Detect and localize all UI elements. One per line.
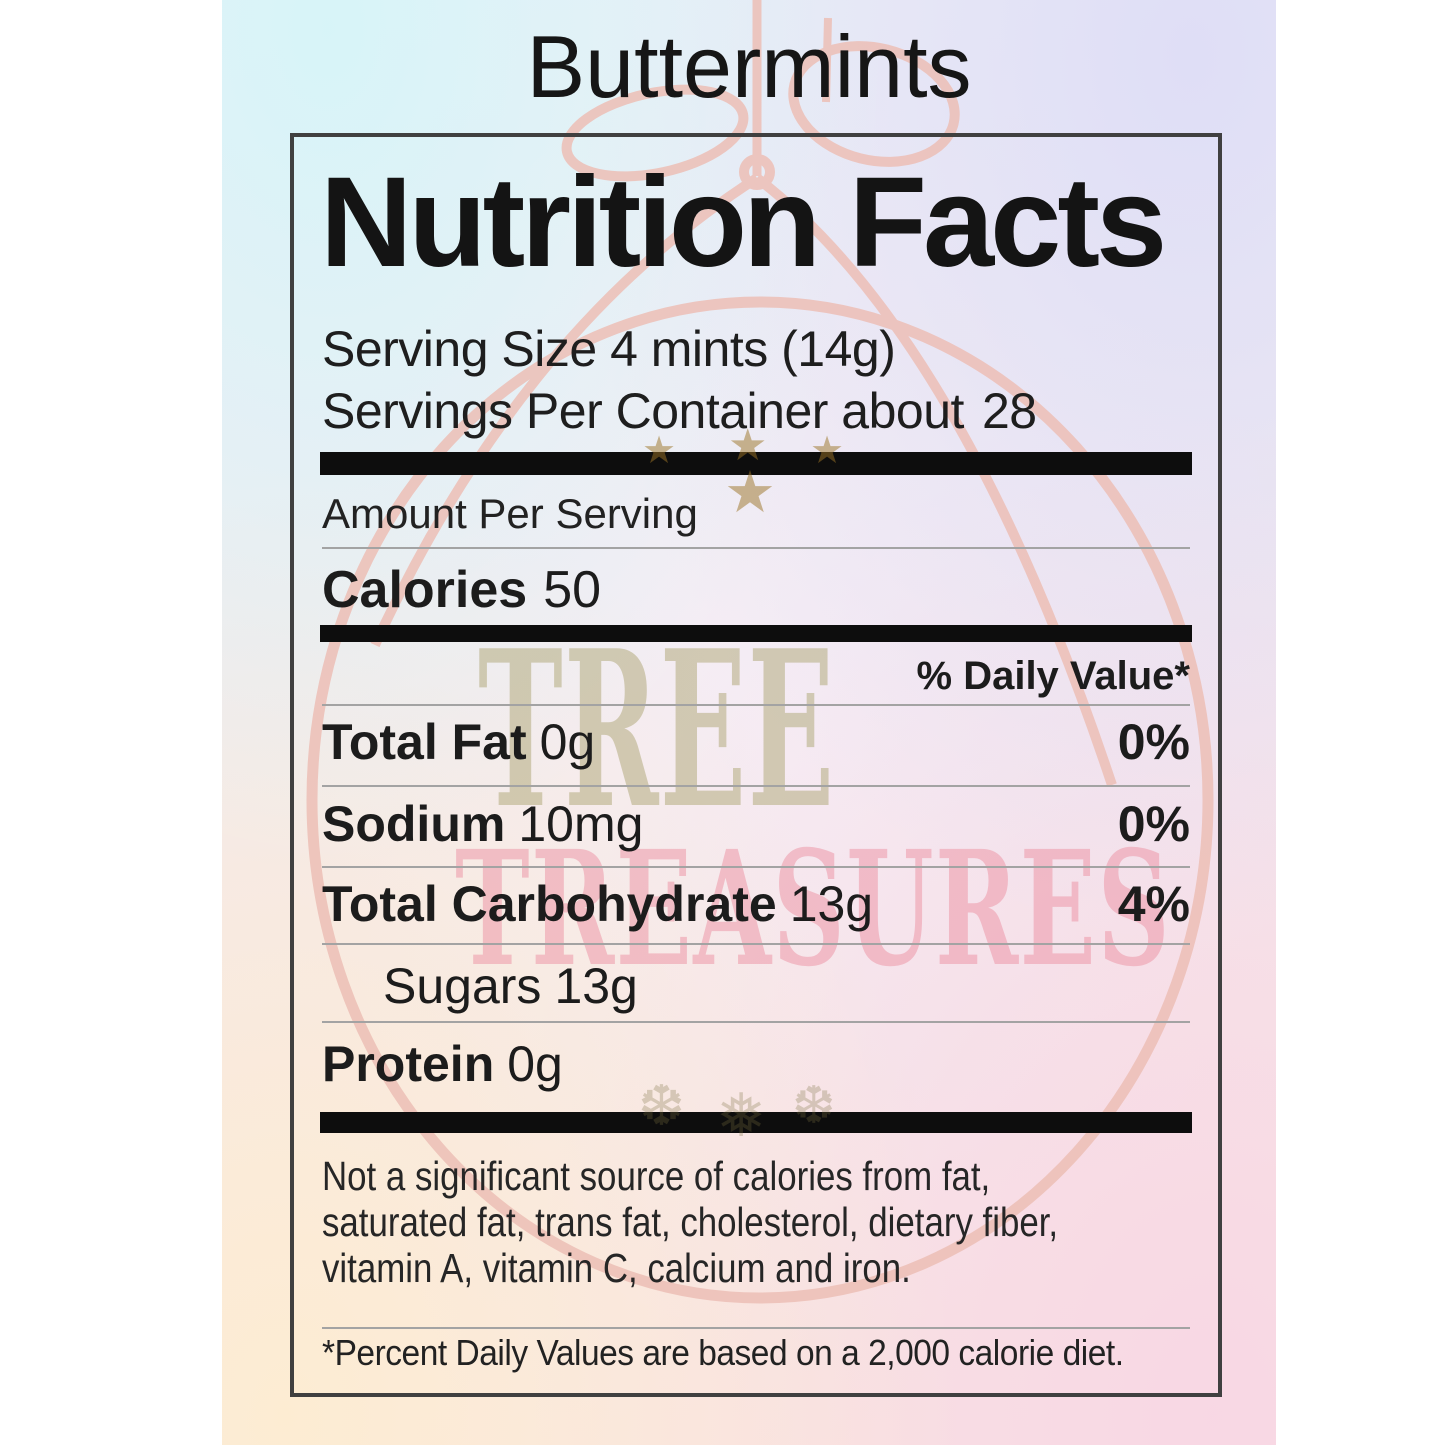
note-line: vitamin A, vitamin C, calcium and iron. — [322, 1245, 911, 1291]
note-line: saturated fat, trans fat, cholesterol, d… — [322, 1199, 1059, 1245]
insignificant-source-note: Not a significant source of calories fro… — [322, 1153, 1257, 1291]
separator-bar-thick — [320, 452, 1192, 475]
separator-line — [322, 704, 1190, 706]
amount-per-serving-label: Amount Per Serving — [322, 490, 698, 537]
separator-bar-thick — [320, 625, 1192, 642]
ornament-ball-icon — [306, 296, 1214, 1304]
servings-per-container-value: 28 — [981, 383, 1037, 439]
separator-line — [322, 1327, 1190, 1329]
nutrient-row-total-carbohydrate: Total Carbohydrate 13g 4% — [322, 875, 1190, 933]
separator-line — [322, 866, 1190, 868]
daily-values-footnote: *Percent Daily Values are based on a 2,0… — [322, 1332, 1124, 1373]
calories-value: 50 — [543, 561, 602, 619]
nutrient-amount: 13g — [789, 876, 874, 932]
nutrient-amount: 13g — [554, 958, 638, 1014]
separator-bar-thick — [320, 1112, 1192, 1133]
servings-per-container-label: Servings Per Container about — [322, 383, 964, 439]
note-line: Not a significant source of calories fro… — [322, 1153, 991, 1199]
nutrient-amount: 0g — [539, 714, 596, 770]
nutrient-name: Sodium — [322, 796, 506, 852]
nutrient-amount: 0g — [507, 1036, 563, 1092]
calories-row: Calories 50 — [322, 560, 601, 620]
nutrient-name: Protein — [322, 1036, 495, 1092]
bow-left-loop-icon — [561, 84, 749, 182]
nutrient-row-protein: Protein 0g — [322, 1035, 1190, 1093]
nutrient-amount: 10mg — [518, 796, 644, 852]
label-card: TREE TREASURES ★ ★ ★ ★ ❆ ❅ ❆ Buttermints… — [222, 0, 1276, 1445]
daily-value-header: % Daily Value* — [916, 654, 1190, 698]
product-title: Buttermints — [526, 17, 972, 116]
nutrient-daily-value: 0% — [1117, 796, 1190, 852]
bow-knot-icon — [739, 154, 775, 190]
nutrient-name: Total Carbohydrate — [322, 876, 777, 932]
hanger-string-icon — [822, 17, 832, 103]
nutrient-row-total-fat: Total Fat 0g 0% — [322, 713, 1190, 771]
nutrient-row-sodium: Sodium 10mg 0% — [322, 795, 1190, 853]
nutrient-subrow-sugars: Sugars 13g — [383, 957, 638, 1015]
christmas-ornament-watermark — [306, 0, 1214, 1304]
bow-left-tail-icon — [370, 173, 760, 648]
watermark-text-treasures: TREASURES — [455, 817, 1172, 1002]
nutrient-daily-value: 4% — [1117, 876, 1190, 932]
nutrient-name: Sugars — [383, 958, 542, 1014]
watermark-text-tree: TREE — [478, 603, 836, 856]
separator-line — [322, 785, 1190, 787]
calories-label: Calories — [322, 561, 528, 619]
nutrient-daily-value: 0% — [1117, 714, 1190, 770]
separator-line — [322, 943, 1190, 945]
servings-per-container-line: Servings Per Container about 28 — [322, 382, 1190, 440]
bow-right-loop-icon — [788, 41, 960, 167]
separator-line — [322, 547, 1190, 549]
serving-size-line: Serving Size 4 mints (14g) — [322, 321, 896, 377]
nutrient-name: Total Fat — [322, 714, 527, 770]
separator-line — [322, 1021, 1190, 1023]
nutrition-facts-panel: Nutrition Facts Serving Size 4 mints (14… — [290, 133, 1222, 1397]
bow-right-tail-icon — [753, 174, 1117, 787]
nutrition-facts-heading: Nutrition Facts — [320, 151, 1167, 294]
